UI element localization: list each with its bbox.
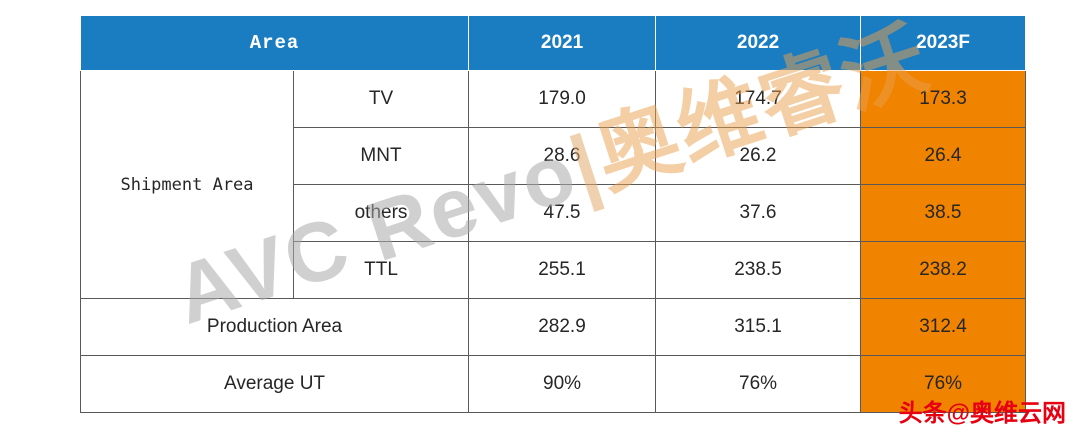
cell-tv-2022: 174.7 (655, 70, 862, 128)
row-label-average-ut: Average UT (79, 355, 470, 413)
cell-others-2021: 47.5 (468, 184, 657, 242)
cell-others-2023f: 38.5 (860, 184, 1027, 242)
cell-ut-2023f: 76% (860, 355, 1027, 413)
group-label-shipment-area: Shipment Area (80, 70, 294, 299)
header-2021: 2021 (468, 15, 657, 71)
cell-tv-2023f: 173.3 (860, 70, 1027, 128)
cell-mnt-2022: 26.2 (655, 127, 862, 185)
cell-production-2023f: 312.4 (860, 298, 1027, 356)
header-2022: 2022 (655, 15, 862, 71)
table-row-average-ut: Average UT 90% 76% 76% (79, 355, 1027, 413)
row-label-ttl: TTL (292, 241, 470, 299)
row-label-others: others (292, 184, 470, 242)
cell-ttl-2021: 255.1 (468, 241, 657, 299)
credit-watermark: 头条@奥维云网 (898, 400, 1066, 427)
data-table: Area 2021 2022 2023F Shipment Area TV 17… (79, 15, 1027, 413)
table-row-ttl: TTL 255.1 238.5 238.2 (81, 241, 1027, 299)
row-label-production-area: Production Area (79, 298, 470, 356)
table-row-production-area: Production Area 282.9 315.1 312.4 (79, 298, 1027, 356)
table-row-mnt: MNT 28.6 26.2 26.4 (81, 127, 1027, 185)
cell-others-2022: 37.6 (655, 184, 862, 242)
header-area: Area (79, 15, 470, 71)
row-label-tv: TV (292, 70, 470, 128)
header-2023f: 2023F (860, 15, 1027, 71)
cell-ut-2021: 90% (468, 355, 657, 413)
cell-tv-2021: 179.0 (468, 70, 657, 128)
cell-mnt-2021: 28.6 (468, 127, 657, 185)
cell-mnt-2023f: 26.4 (860, 127, 1027, 185)
cell-ut-2022: 76% (655, 355, 862, 413)
cell-production-2021: 282.9 (468, 298, 657, 356)
row-label-mnt: MNT (292, 127, 470, 185)
cell-ttl-2022: 238.5 (655, 241, 862, 299)
cell-production-2022: 315.1 (655, 298, 862, 356)
table-row-others: others 47.5 37.6 38.5 (81, 184, 1027, 242)
table-row-tv: Shipment Area TV 179.0 174.7 173.3 (80, 70, 1027, 299)
header-row: Area 2021 2022 2023F (79, 15, 1027, 71)
cell-ttl-2023f: 238.2 (860, 241, 1027, 299)
